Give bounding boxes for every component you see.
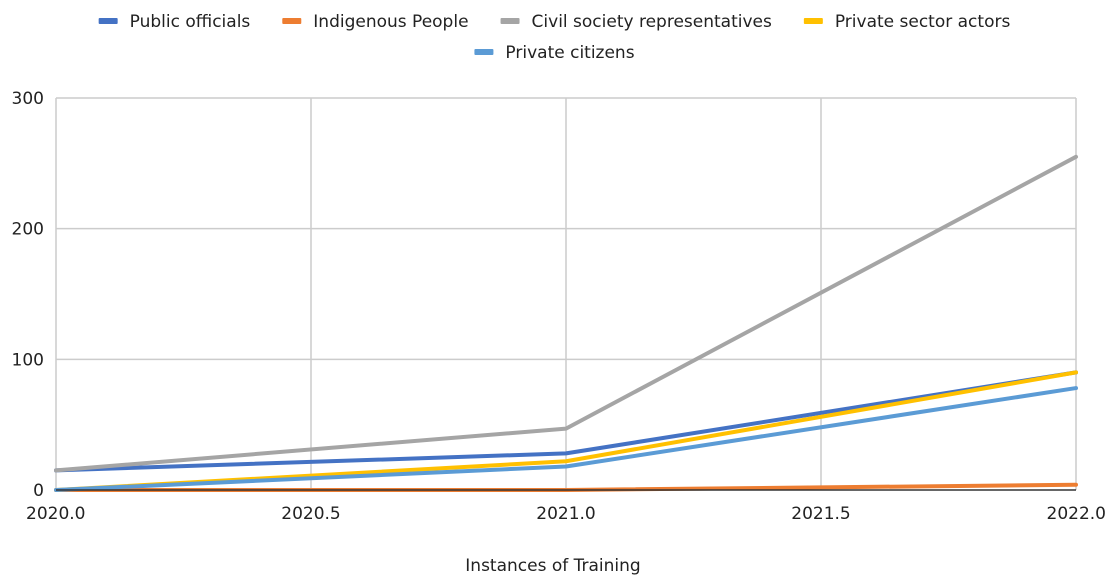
legend-swatch xyxy=(803,18,823,24)
legend-label: Civil society representatives xyxy=(532,12,772,32)
legend-item: Private sector actors xyxy=(803,12,1011,32)
y-tick-label: 100 xyxy=(12,350,44,370)
x-tick-label: 2021.0 xyxy=(536,504,595,524)
legend-swatch xyxy=(474,49,494,55)
legend-label: Indigenous People xyxy=(313,12,468,32)
x-tick-label: 2021.5 xyxy=(791,504,850,524)
legend-item: Indigenous People xyxy=(282,12,469,32)
legend-label: Private citizens xyxy=(505,43,634,63)
legend: Public officials Indigenous People Civil s… xyxy=(98,12,1011,63)
x-axis-title: Instances of Training xyxy=(465,556,640,576)
series-line-public-officials xyxy=(54,370,1078,473)
x-tick-label: 2022.0 xyxy=(1047,504,1106,524)
tick-labels: 0 100 200 300 2020.0 2020.5 2021.0 2021.5 2022.0 xyxy=(12,89,1106,524)
legend-item: Civil society representatives xyxy=(500,12,772,32)
series-lines xyxy=(54,154,1078,492)
series-line-private-citizens xyxy=(54,386,1078,492)
legend-swatch xyxy=(282,18,302,24)
y-tick-label: 0 xyxy=(33,481,44,501)
legend-swatch xyxy=(500,18,520,24)
legend-swatch xyxy=(98,18,118,24)
grid xyxy=(55,97,1077,490)
legend-item: Public officials xyxy=(98,12,251,32)
x-tick-label: 2020.5 xyxy=(281,504,340,524)
series-line-civil-society-representatives xyxy=(54,154,1078,473)
y-tick-label: 200 xyxy=(12,220,44,240)
legend-item: Private citizens xyxy=(474,43,635,63)
legend-label: Private sector actors xyxy=(835,12,1011,32)
y-tick-label: 300 xyxy=(12,89,44,109)
legend-label: Public officials xyxy=(130,12,251,32)
x-tick-label: 2020.0 xyxy=(26,504,85,524)
